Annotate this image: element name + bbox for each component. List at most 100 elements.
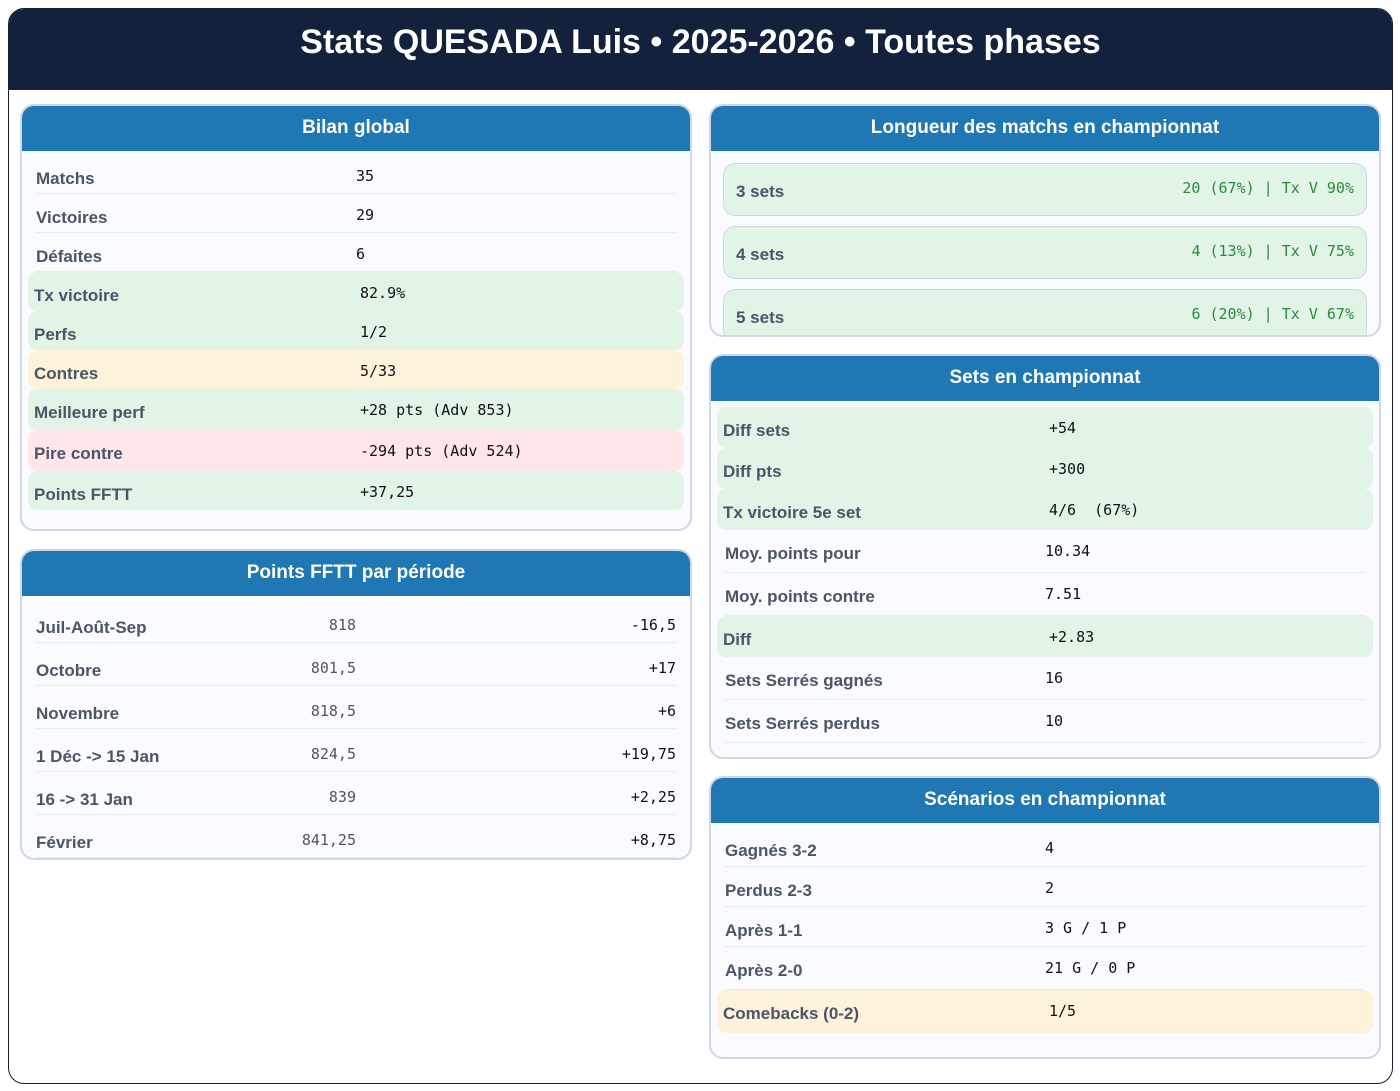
- stat-row: Moy. points contre 7.51: [725, 573, 1365, 616]
- stat-label: Perdus 2-3: [725, 881, 812, 900]
- period-label: 16 -> 31 Jan: [36, 790, 133, 809]
- stat-label: Après 1-1: [725, 921, 803, 940]
- stat-row: Matchs 35: [36, 155, 676, 194]
- stat-label: Pire contre: [34, 444, 123, 463]
- stat-label: Défaites: [36, 247, 103, 266]
- period-label: Février: [36, 833, 93, 852]
- stat-row: Victoires 29: [36, 194, 676, 233]
- period-label: 1 Déc -> 15 Jan: [36, 747, 160, 766]
- period-label: Novembre: [36, 704, 120, 723]
- stat-label: Matchs: [36, 169, 95, 188]
- stat-label: Tx victoire: [34, 286, 120, 305]
- stat-label: Moy. points pour: [725, 544, 861, 563]
- stat-label: Points FFTT: [34, 485, 133, 504]
- stat-label: Tx victoire 5e set: [723, 503, 861, 522]
- stat-value: +2.83: [1049, 628, 1095, 646]
- bilan-global-card: Bilan global Matchs 35 Victoires 29 Défaites…: [20, 104, 692, 531]
- stat-row: Diff pts +300: [717, 448, 1373, 489]
- stat-row: Perdus 2-3 2: [725, 867, 1365, 907]
- stat-label: Diff pts: [723, 462, 782, 481]
- stat-label: Après 2-0: [725, 961, 803, 980]
- length-label: 4 sets: [736, 244, 785, 264]
- stat-row: Diff +2.83: [717, 616, 1373, 657]
- card-title: Points FFTT par période: [22, 551, 690, 596]
- match-length-row: 4 sets 4 (13%) | Tx V 75%: [723, 226, 1367, 279]
- longueur-matchs-card: Longueur des matchs en championnat 3 set…: [709, 104, 1381, 337]
- stat-row: Meilleure perf +28 pts (Adv 853): [28, 389, 684, 430]
- period-points: 801,5: [310, 659, 356, 677]
- stat-row: Défaites 6: [36, 233, 676, 272]
- stat-value: 3 G / 1 P: [1045, 919, 1127, 937]
- match-length-row: 5 sets 6 (20%) | Tx V 67%: [723, 289, 1367, 335]
- period-points: 824,5: [310, 745, 356, 763]
- stat-value: 82.9%: [360, 284, 406, 302]
- period-delta: +2,25: [630, 788, 676, 806]
- points-periode-card: Points FFTT par période Juil-Août-Sep 818…: [20, 549, 692, 860]
- stat-label: Contres: [34, 364, 99, 383]
- period-points: 841,25: [301, 831, 356, 849]
- scenarios-card: Scénarios en championnat Gagnés 3-2 4 Perd…: [709, 776, 1381, 1059]
- stat-row: Pire contre -294 pts (Adv 524): [28, 430, 684, 471]
- stat-value: 4: [1045, 839, 1055, 857]
- period-delta: +8,75: [630, 831, 676, 849]
- stat-value: 5/33: [360, 362, 397, 380]
- stat-value: 4/6 (67%): [1049, 501, 1140, 519]
- stat-value: +37,25: [360, 483, 415, 501]
- stat-row: Contres 5/33: [28, 350, 684, 389]
- period-label: Octobre: [36, 661, 102, 680]
- stat-value: 10: [1045, 712, 1064, 730]
- period-row: Novembre 818,5 +6: [36, 686, 676, 729]
- length-label: 3 sets: [736, 181, 785, 201]
- stat-row: Points FFTT +37,25: [28, 471, 684, 510]
- stat-row: Tx victoire 82.9%: [28, 272, 684, 311]
- stat-row: Après 1-1 3 G / 1 P: [725, 907, 1365, 947]
- period-row: 1 Déc -> 15 Jan 824,5 +19,75: [36, 729, 676, 772]
- stat-label: Victoires: [36, 208, 108, 227]
- stat-value: 21 G / 0 P: [1045, 959, 1136, 977]
- stat-value: 35: [356, 167, 375, 185]
- stat-value: 7.51: [1045, 585, 1082, 603]
- stat-value: +28 pts (Adv 853): [360, 401, 514, 419]
- stat-value: 1/2: [360, 323, 388, 341]
- stat-label: Gagnés 3-2: [725, 841, 817, 860]
- card-title: Sets en championnat: [711, 356, 1379, 401]
- stat-value: 6: [356, 245, 366, 263]
- stat-value: 1/5: [1049, 1002, 1077, 1020]
- period-points: 818: [328, 616, 356, 634]
- stat-row: Sets Serrés perdus 10: [725, 700, 1365, 743]
- stat-value: 16: [1045, 669, 1064, 687]
- stat-label: Sets Serrés gagnés: [725, 671, 883, 690]
- stat-value: 29: [356, 206, 375, 224]
- stat-value: 2: [1045, 879, 1055, 897]
- period-delta: -16,5: [630, 616, 676, 634]
- stat-row: Comebacks (0-2) 1/5: [717, 990, 1373, 1033]
- period-label: Juil-Août-Sep: [36, 618, 147, 637]
- period-row: 16 -> 31 Jan 839 +2,25: [36, 772, 676, 815]
- page-title: Stats QUESADA Luis • 2025-2026 • Toutes …: [9, 9, 1392, 90]
- card-title: Scénarios en championnat: [711, 778, 1379, 823]
- period-points: 839: [328, 788, 356, 806]
- period-delta: +17: [648, 659, 676, 677]
- stat-label: Meilleure perf: [34, 403, 145, 422]
- card-title: Bilan global: [22, 106, 690, 151]
- stat-label: Sets Serrés perdus: [725, 714, 880, 733]
- period-row: Octobre 801,5 +17: [36, 643, 676, 686]
- length-value: 4 (13%) | Tx V 75%: [1191, 241, 1354, 260]
- period-delta: +6: [657, 702, 676, 720]
- period-delta: +19,75: [621, 745, 676, 763]
- length-label: 5 sets: [736, 307, 785, 327]
- stat-value: 10.34: [1045, 542, 1091, 560]
- stat-label: Diff: [723, 630, 752, 649]
- stat-value: +54: [1049, 419, 1077, 437]
- stat-row: Après 2-0 21 G / 0 P: [725, 947, 1365, 990]
- period-row: Juil-Août-Sep 818 -16,5: [36, 600, 676, 643]
- stat-label: Comebacks (0-2): [723, 1004, 860, 1023]
- card-title: Longueur des matchs en championnat: [711, 106, 1379, 151]
- stat-value: +300: [1049, 460, 1086, 478]
- length-value: 20 (67%) | Tx V 90%: [1182, 178, 1354, 197]
- stat-row: Sets Serrés gagnés 16: [725, 657, 1365, 700]
- stat-label: Moy. points contre: [725, 587, 875, 606]
- stat-row: Perfs 1/2: [28, 311, 684, 350]
- stat-row: Diff sets +54: [717, 407, 1373, 448]
- match-length-row: 3 sets 20 (67%) | Tx V 90%: [723, 163, 1367, 216]
